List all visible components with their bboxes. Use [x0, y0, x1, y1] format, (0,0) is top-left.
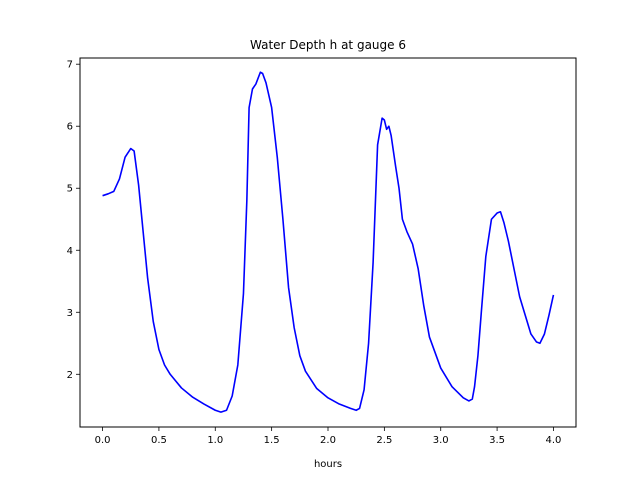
- x-tick-label: 0.5: [151, 435, 167, 446]
- y-tick-label: 6: [67, 122, 73, 133]
- series-layer: [102, 71, 555, 413]
- x-tick-label: 2.0: [320, 435, 336, 446]
- y-tick-label: 3: [67, 308, 73, 319]
- x-axis-label: hours: [314, 459, 342, 470]
- x-tick-label: 4.0: [546, 435, 562, 446]
- x-tick-label: 2.5: [376, 435, 392, 446]
- y-tick-label: 2: [67, 370, 73, 381]
- chart-title: Water Depth h at gauge 6: [250, 38, 406, 52]
- y-tick-label: 5: [67, 184, 73, 195]
- x-tick-label: 0.0: [95, 435, 111, 446]
- x-tick-label: 3.5: [489, 435, 505, 446]
- series-line-0: [102, 71, 555, 413]
- x-tick-label: 1.5: [264, 435, 280, 446]
- x-tick-label: 3.0: [433, 435, 449, 446]
- y-tick-label: 7: [67, 60, 73, 71]
- y-tick-label: 4: [67, 246, 73, 257]
- x-tick-label: 1.0: [207, 435, 223, 446]
- plot-frame: [79, 57, 577, 428]
- ticks-layer: 0.0 0.5 1.0 1.5 2.0 2.5 3.0 3.5 4.0 2 3 4 5 6 7: [67, 60, 562, 446]
